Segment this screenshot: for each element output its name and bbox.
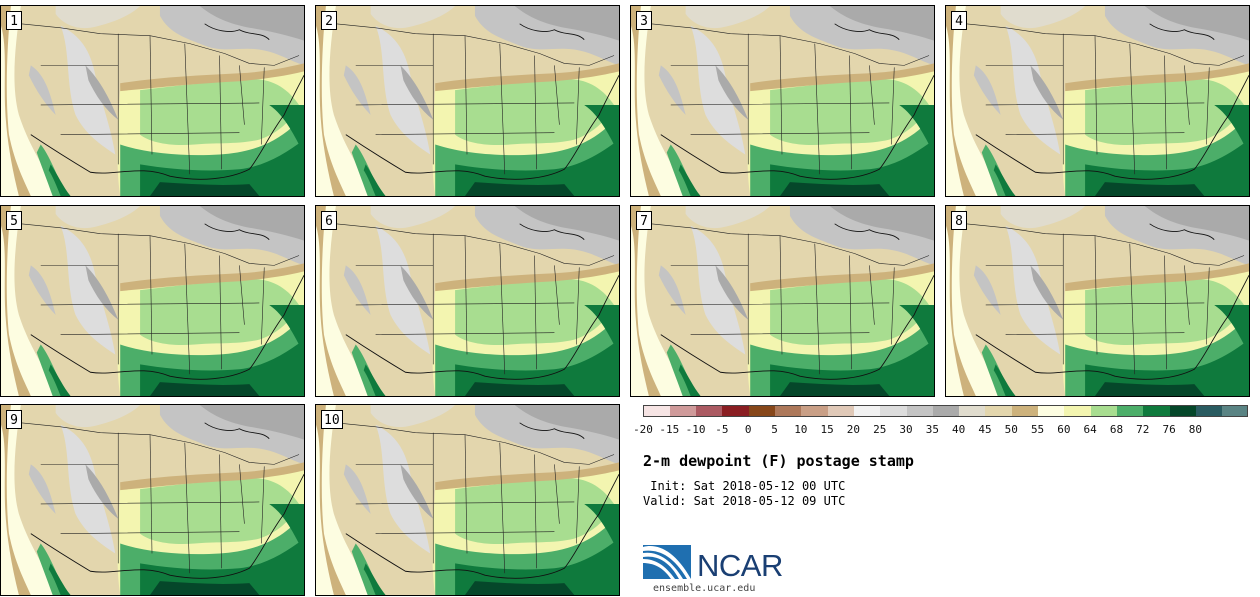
colorbar: -20 -15 -10 -5 0 5 10 15 20 25 30 35 40 45 50 55 60 64 68 7…	[633, 405, 1249, 443]
colorbar-tick-label: 60	[1057, 423, 1071, 436]
dewpoint-map	[1, 206, 304, 396]
colorbar-tick-label: 30	[899, 423, 913, 436]
member-number: 10	[321, 410, 343, 429]
member-panel: 4	[945, 5, 1250, 197]
colorbar-tick-label: -20	[633, 423, 653, 436]
colorbar-frame	[643, 405, 1248, 417]
member-panel: 1	[0, 5, 305, 197]
chart-title: 2-m dewpoint (F) postage stamp	[643, 452, 914, 470]
dewpoint-map	[316, 6, 619, 196]
colorbar-tick-label: 50	[1004, 423, 1018, 436]
dewpoint-map	[316, 206, 619, 396]
colorbar-tick-label: 80	[1188, 423, 1203, 436]
member-panel: 8	[945, 205, 1250, 397]
member-panel: 7	[630, 205, 935, 397]
valid-time: Valid: Sat 2018-05-12 09 UTC	[643, 494, 846, 508]
dewpoint-map	[631, 206, 934, 396]
colorbar-tick-label: 64	[1083, 423, 1097, 436]
member-number: 4	[951, 11, 967, 30]
colorbar-tick-label: 72	[1136, 423, 1150, 436]
colorbar-tick-label: 15	[820, 423, 834, 436]
dewpoint-map	[946, 6, 1249, 196]
source-url: ensemble.ucar.edu	[653, 583, 756, 594]
colorbar-tick-label: 10	[794, 423, 808, 436]
member-panel: 10	[315, 404, 620, 596]
member-panel: 3	[630, 5, 935, 197]
colorbar-tick-label: 68	[1109, 423, 1124, 436]
colorbar-tick-label: 35	[925, 423, 939, 436]
member-number: 1	[6, 11, 22, 30]
member-number: 3	[636, 11, 652, 30]
dewpoint-map	[946, 206, 1249, 396]
ncar-logo-text: NCAR	[697, 548, 783, 583]
member-number: 8	[951, 211, 967, 230]
colorbar-tick-label: 5	[771, 423, 778, 436]
colorbar-tick-label: -5	[715, 423, 729, 436]
member-panel: 2	[315, 5, 620, 197]
member-number: 5	[6, 211, 22, 230]
dewpoint-map	[316, 405, 619, 595]
colorbar-tick-label: -15	[659, 423, 680, 436]
colorbar-tick-label: 55	[1030, 423, 1045, 436]
colorbar-tick-label: -10	[685, 423, 706, 436]
member-number: 6	[321, 211, 337, 230]
dewpoint-map	[1, 405, 304, 595]
colorbar-tick-label: 0	[744, 423, 752, 436]
init-time: Init: Sat 2018-05-12 00 UTC	[643, 479, 846, 493]
colorbar-tick-label: 25	[873, 423, 887, 436]
member-panel: 6	[315, 205, 620, 397]
dewpoint-map	[1, 6, 304, 196]
colorbar-tick-label: 76	[1162, 423, 1176, 436]
colorbar-tick-label: 40	[952, 423, 966, 436]
member-number: 2	[321, 11, 337, 30]
ncar-logo	[643, 545, 691, 579]
colorbar-tick-label: 20	[846, 423, 861, 436]
colorbar-tick-label: 45	[978, 423, 992, 436]
member-number: 7	[636, 211, 652, 230]
dewpoint-map	[631, 6, 934, 196]
member-panel: 9	[0, 404, 305, 596]
member-number: 9	[6, 410, 22, 429]
member-panel: 5	[0, 205, 305, 397]
